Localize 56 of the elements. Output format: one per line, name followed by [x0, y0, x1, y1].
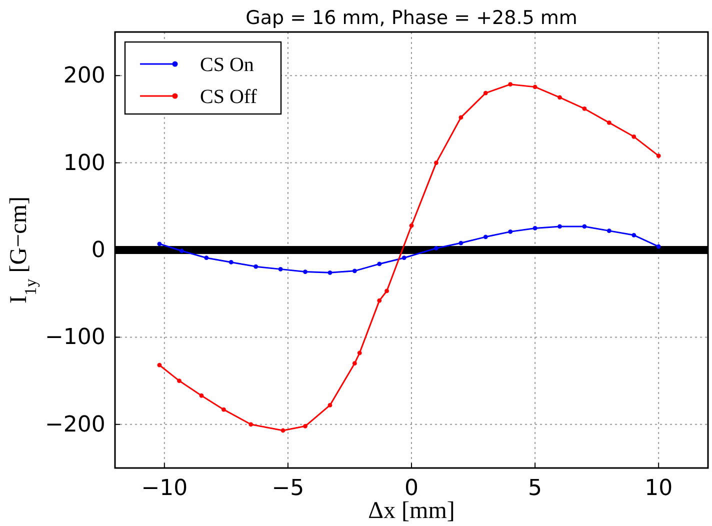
y-tick-label: 200 — [63, 64, 106, 89]
point — [280, 428, 286, 433]
point — [508, 229, 513, 234]
point — [228, 260, 234, 264]
point — [409, 223, 414, 228]
x-tick-label: 5 — [528, 476, 542, 502]
point — [303, 424, 308, 428]
chart-title: Gap = 16 mm, Phase = +28.5 mm — [246, 7, 578, 29]
legend-label: CS On — [200, 54, 254, 76]
point — [483, 234, 488, 240]
y-tick-label: −100 — [44, 325, 106, 350]
point — [508, 82, 513, 87]
point — [352, 361, 357, 366]
point — [483, 90, 488, 96]
legend-label: CS Off — [200, 86, 258, 108]
point — [352, 268, 357, 274]
point — [328, 270, 332, 275]
point — [357, 350, 362, 356]
point — [278, 266, 283, 272]
point — [177, 378, 182, 383]
point — [222, 407, 226, 412]
point — [632, 232, 636, 238]
point — [434, 160, 438, 165]
point — [656, 244, 661, 249]
point — [199, 393, 204, 398]
point — [180, 248, 184, 254]
point — [656, 154, 661, 158]
point — [384, 288, 389, 294]
point — [558, 224, 562, 229]
point — [254, 264, 258, 269]
point — [458, 115, 464, 120]
y-tick-label: 100 — [63, 150, 106, 176]
y-tick-label: 0 — [91, 238, 106, 264]
point — [204, 256, 209, 260]
point — [248, 422, 254, 427]
point — [558, 95, 562, 100]
x-tick-label: −5 — [272, 476, 304, 502]
y-tick-label: −200 — [44, 412, 106, 438]
point — [582, 224, 587, 229]
point — [303, 270, 308, 274]
point — [458, 240, 464, 246]
point — [402, 256, 406, 260]
point — [632, 134, 636, 139]
point — [157, 362, 162, 368]
point — [377, 262, 382, 266]
point — [606, 228, 612, 234]
point — [582, 106, 587, 111]
point — [532, 226, 538, 230]
point — [157, 242, 162, 246]
point — [606, 120, 612, 125]
x-tick-label: 10 — [644, 476, 673, 502]
point — [532, 84, 538, 90]
point — [328, 403, 332, 408]
point — [377, 298, 382, 303]
point — [434, 246, 438, 250]
x-tick-label: −10 — [141, 476, 188, 502]
